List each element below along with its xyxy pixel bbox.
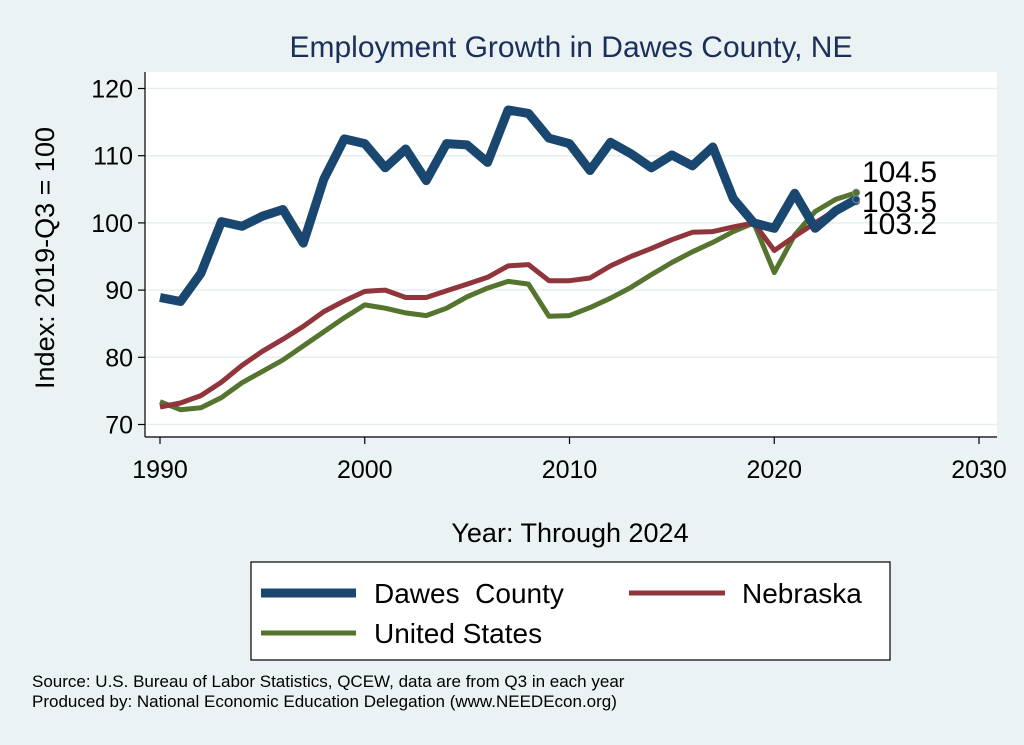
x-tick-label: 1990 [132, 456, 188, 484]
series-endpoint-dawes-county [852, 195, 861, 204]
y-tick-label: 100 [91, 210, 133, 238]
x-tick-label: 2010 [542, 456, 598, 484]
series-line-nebraska [159, 199, 858, 410]
legend: Dawes County Nebraska United States [250, 561, 891, 661]
series-line-united-states [159, 190, 857, 413]
y-tick-label: 80 [105, 344, 133, 372]
axes-layer [144, 72, 997, 438]
end-label-united-states: 104.5 [862, 156, 937, 189]
legend-label-united-states: United States [374, 618, 542, 649]
legend-label-dawes: Dawes County [374, 578, 564, 609]
ticks-layer: 70 80 90 100 110 120 1990 2000 2010 2020 2030 [91, 76, 1007, 485]
x-tick-label: 2020 [746, 456, 802, 484]
chart-title: Employment Growth in Dawes County, NE [290, 31, 853, 64]
source-notes: Source: U.S. Bureau of Labor Statistics,… [32, 672, 624, 712]
source-line: Source: U.S. Bureau of Labor Statistics,… [32, 672, 625, 691]
produced-by-line: Produced by: National Economic Education… [32, 692, 617, 711]
legend-label-nebraska: Nebraska [742, 578, 862, 609]
end-label-dawes-county: 103.5 [862, 186, 937, 219]
plot-area [145, 72, 997, 436]
x-tick-label: 2030 [951, 456, 1007, 484]
x-tick-label: 2000 [337, 456, 393, 484]
y-tick-label: 110 [93, 143, 133, 171]
series-endpoint-united-states [852, 188, 861, 197]
series-layer [159, 105, 861, 413]
legend-box [250, 561, 891, 661]
x-axis-label: Year: Through 2024 [451, 518, 688, 548]
y-tick-label: 90 [105, 277, 133, 305]
y-tick-label: 120 [91, 76, 133, 104]
y-axis-label: Index: 2019-Q3 = 100 [30, 127, 60, 389]
y-tick-label: 70 [105, 412, 133, 440]
series-line-dawes-county [159, 105, 859, 306]
end-label-nebraska: 103.2 [862, 208, 937, 241]
